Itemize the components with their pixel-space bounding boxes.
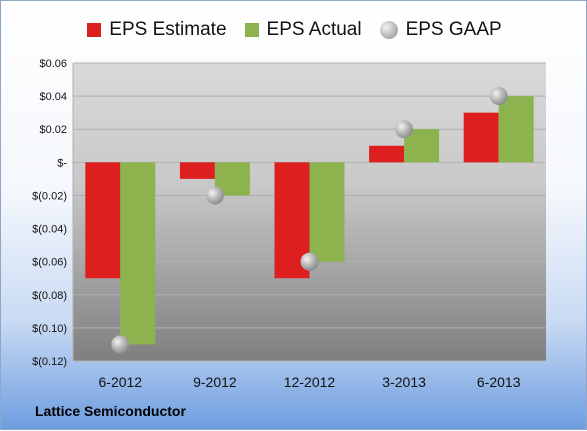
x-tick-label: 3-2013 [382, 374, 426, 390]
marker-eps-gaap [395, 120, 414, 139]
legend-item-eps-estimate: EPS Estimate [87, 19, 227, 41]
y-tick-label: $0.06 [39, 58, 67, 70]
bar-eps-estimate [369, 145, 405, 163]
marker-eps-gaap [489, 87, 508, 106]
legend-label-eps-actual: EPS Actual [266, 19, 362, 40]
bar-eps-actual [309, 162, 345, 262]
x-tick-label: 6-2013 [477, 374, 521, 390]
chart-legend: EPS Estimate EPS Actual EPS GAAP [1, 15, 587, 45]
y-tick-label: $(0.04) [32, 224, 67, 236]
legend-item-eps-gaap: EPS GAAP [379, 19, 502, 41]
marker-eps-gaap [300, 252, 319, 271]
bar-eps-actual [498, 96, 534, 163]
legend-item-eps-actual: EPS Actual [244, 19, 362, 41]
y-tick-label: $(0.12) [32, 356, 67, 368]
company-name: Lattice Semiconductor [35, 403, 186, 419]
y-tick-label: $0.02 [39, 124, 67, 136]
bar-eps-estimate [179, 162, 215, 179]
bar-eps-actual [120, 162, 156, 345]
bar-eps-estimate [463, 112, 499, 163]
legend-label-eps-gaap: EPS GAAP [405, 19, 502, 40]
x-tick-label: 12-2012 [284, 374, 336, 390]
y-tick-label: $(0.02) [32, 190, 67, 202]
legend-label-eps-estimate: EPS Estimate [109, 19, 227, 40]
marker-eps-gaap [111, 335, 130, 354]
x-tick-label: 6-2012 [99, 374, 143, 390]
legend-swatch-eps-actual [244, 23, 259, 37]
y-tick-label: $0.04 [39, 91, 67, 103]
legend-swatch-eps-gaap [379, 21, 398, 39]
bar-eps-estimate [85, 162, 121, 279]
y-tick-label: $(0.10) [32, 323, 67, 335]
marker-eps-gaap [205, 186, 224, 205]
legend-swatch-eps-estimate [87, 23, 102, 37]
y-tick-label: $(0.06) [32, 257, 67, 269]
y-tick-label: $(0.08) [32, 290, 67, 302]
y-tick-label: $- [57, 157, 67, 169]
x-tick-label: 9-2012 [193, 374, 237, 390]
